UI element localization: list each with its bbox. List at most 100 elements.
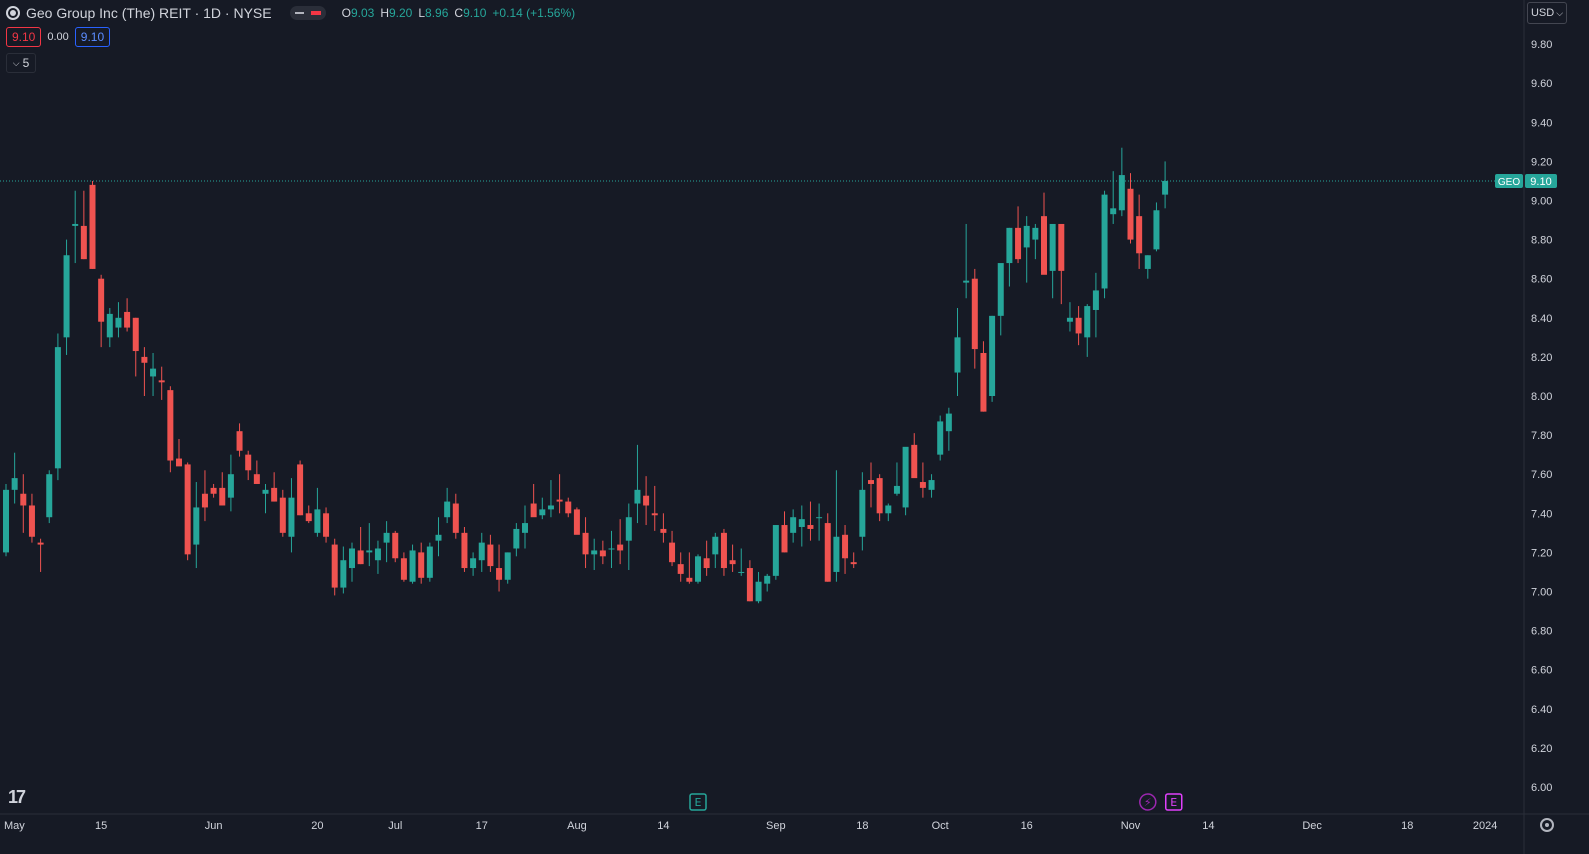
symbol-title[interactable]: Geo Group Inc (The) REIT · 1D · NYSE [26, 5, 272, 21]
candle-body [868, 480, 874, 484]
candle-body [167, 390, 174, 461]
candle-body [201, 493, 208, 508]
candle-body [219, 487, 226, 506]
candle [971, 268, 978, 369]
dividend-marker-icon[interactable]: ⚡ [1139, 793, 1157, 811]
candle [219, 472, 226, 506]
candle [115, 302, 122, 338]
y-tick-label: 6.40 [1531, 704, 1552, 716]
candle [478, 532, 485, 572]
candle [1101, 190, 1108, 299]
candle [1136, 194, 1143, 269]
earnings-marker[interactable]: E [1165, 793, 1183, 811]
candle-body [115, 317, 122, 328]
candle [435, 517, 442, 557]
candle [46, 470, 53, 524]
candle-body [1006, 227, 1013, 264]
x-tick-label: Oct [932, 820, 949, 832]
ohlc-values: O9.03 H9.20 L8.96 C9.10 +0.14 (+1.56%) [341, 6, 576, 20]
candle-body [314, 509, 321, 533]
candle-body [340, 560, 347, 588]
candle-body [141, 356, 148, 363]
candle [634, 444, 641, 524]
candle-body [893, 485, 900, 494]
dividend-marker-circle [1139, 793, 1157, 811]
time-axis[interactable]: May 15 Jun 20 Jul 17 Aug 14 Sep 18 Oct 16 Nov 14 Dec 18… [4, 820, 1497, 832]
candle-body [859, 489, 866, 537]
visibility-toggle-icon[interactable] [289, 6, 326, 20]
candle-body [989, 315, 996, 396]
globe-icon[interactable] [6, 6, 20, 20]
candle-body [297, 464, 304, 516]
tradingview-logo-icon[interactable]: 17 [8, 787, 26, 807]
candle [11, 452, 18, 504]
x-tick-label: 14 [657, 820, 669, 832]
settings-gear-icon[interactable] [1540, 818, 1554, 832]
candle [989, 315, 996, 402]
candle [106, 308, 113, 348]
candle [937, 415, 944, 461]
candle [150, 352, 157, 396]
y-tick-label: 6.60 [1531, 665, 1552, 677]
x-tick-label: Jun [205, 820, 223, 832]
candle [262, 483, 269, 514]
candle-body [1118, 175, 1125, 211]
candle-body [89, 184, 96, 269]
candle [444, 487, 451, 524]
candle [80, 190, 87, 260]
open-value: 9.03 [350, 6, 375, 20]
candle [842, 525, 849, 574]
price-axis[interactable]: 9.80 9.60 9.40 9.20 9.00 8.80 8.60 8.40 8.20 8.00… [1531, 39, 1552, 794]
candle-body [945, 413, 952, 432]
candle [3, 483, 9, 557]
candle [547, 480, 554, 518]
candle [997, 263, 1004, 336]
currency-select[interactable]: USD ⌵ [1527, 2, 1567, 24]
candle-body [409, 550, 416, 582]
candle [504, 552, 511, 584]
earnings-marker[interactable]: E [689, 793, 707, 811]
candle-body [608, 548, 615, 550]
candle [625, 503, 632, 570]
candle-body [357, 550, 364, 565]
candle-body [764, 575, 771, 584]
candle-body [1041, 216, 1047, 275]
candle [746, 560, 753, 602]
sell-button[interactable]: 9.10 [6, 27, 42, 47]
x-tick-label: 16 [1021, 820, 1033, 832]
buy-button[interactable]: 9.10 [74, 27, 111, 47]
candle-body [660, 528, 667, 533]
candle [184, 462, 191, 561]
y-tick-label: 7.20 [1531, 547, 1552, 559]
candle [1023, 216, 1030, 283]
y-tick-label: 8.80 [1531, 235, 1552, 247]
candle-body [158, 380, 165, 383]
candle [539, 497, 546, 520]
event-markers[interactable]: E ⚡ E [689, 793, 1183, 811]
candle-body [245, 454, 252, 471]
candle [366, 523, 373, 567]
candle [132, 317, 139, 377]
candle [513, 523, 520, 557]
indicators-collapse-button[interactable]: ⌵ 5 [6, 53, 36, 73]
candle-body [651, 513, 658, 516]
candle [1006, 227, 1013, 287]
candle-body [669, 542, 676, 563]
candle-body [798, 519, 805, 527]
candle [470, 552, 477, 576]
candle [816, 503, 823, 541]
candle-body [755, 581, 762, 602]
candle-body [591, 550, 598, 555]
candle-body [547, 505, 554, 510]
candle [1084, 304, 1091, 357]
candle [617, 519, 624, 565]
candle [98, 274, 105, 348]
x-tick-label: Aug [567, 820, 587, 832]
candle-body [279, 497, 286, 533]
candle-body [919, 482, 926, 488]
y-tick-label: 9.00 [1531, 196, 1552, 208]
chevron-down-icon: ⌵ [1556, 7, 1564, 18]
candle [461, 526, 468, 572]
